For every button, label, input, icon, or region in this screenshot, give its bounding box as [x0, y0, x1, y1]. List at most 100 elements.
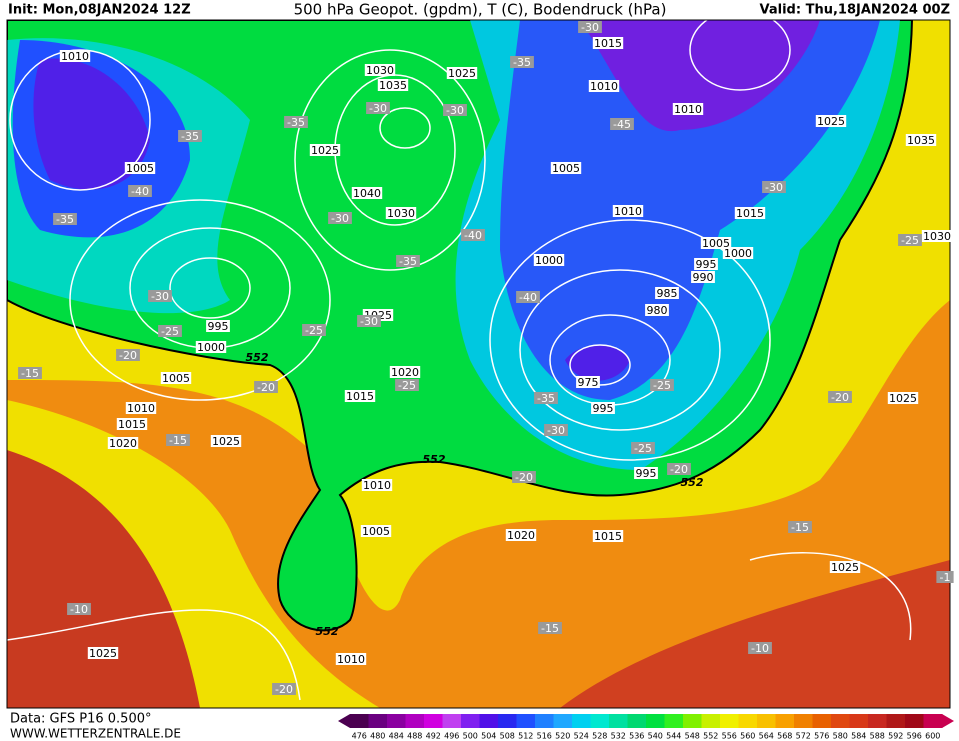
colorbar-arrow	[338, 714, 350, 728]
isobar-label-box	[125, 402, 157, 414]
colorbar-label: 532	[611, 732, 626, 741]
colorbar-label: 588	[870, 732, 885, 741]
isobar-label: 1010	[614, 205, 642, 218]
temperature-label: -35	[513, 56, 531, 69]
isobar-label: 1005	[552, 162, 580, 175]
temperature-label: -15	[21, 367, 39, 380]
isobar-label-box	[446, 67, 478, 79]
isobar-label: 1025	[448, 67, 476, 80]
colorbar-label: 564	[759, 732, 774, 741]
isobar-label: 1020	[507, 529, 535, 542]
colorbar-label: 580	[833, 732, 848, 741]
isobar-label: 1020	[391, 366, 419, 379]
temperature-label: -35	[287, 116, 305, 129]
isobar-label-box	[550, 162, 582, 174]
colorbar-label: 500	[463, 732, 478, 741]
temperature-label-box	[272, 683, 296, 695]
temperature-label: -20	[831, 391, 849, 404]
isobar-label-box	[116, 418, 148, 430]
isobar-label-box	[591, 402, 615, 414]
contour-label: 552	[423, 453, 446, 466]
temperature-label: -30	[547, 424, 565, 437]
temperature-label: -30	[765, 181, 783, 194]
colorbar-label: 544	[666, 732, 681, 741]
isobar-label-box	[59, 50, 91, 62]
temperature-label-box	[366, 102, 390, 114]
isobar-label-box	[195, 341, 227, 353]
colorbar-swatch	[868, 714, 887, 728]
isobar-label: 1025	[311, 144, 339, 157]
colorbar-label: 484	[389, 732, 404, 741]
colorbar-label: 600	[925, 732, 940, 741]
temperature-label: -25	[305, 324, 323, 337]
isobar-label: 1000	[197, 341, 225, 354]
colorbar-label: 540	[648, 732, 663, 741]
temperature-label: -10	[70, 603, 88, 616]
colorbar-swatch	[738, 714, 758, 728]
temperature-label-box	[166, 434, 190, 446]
colorbar-label: 592	[888, 732, 903, 741]
colorbar-label: 568	[777, 732, 792, 741]
isobar-label-box	[361, 479, 393, 491]
temperature-label: -15	[169, 434, 187, 447]
colorbar-swatch	[627, 714, 647, 728]
init-time: Init: Mon,08JAN2024 12Z	[8, 3, 191, 18]
temperature-label-box	[178, 130, 202, 142]
isobar-label-box	[351, 187, 383, 199]
isobar-label: 1035	[907, 134, 935, 147]
isobar-label-box	[905, 134, 937, 146]
website: WWW.WETTERZENTRALE.DE	[10, 727, 181, 741]
temperature-label: -40	[131, 185, 149, 198]
isobar-label-box	[210, 435, 242, 447]
isobar-label-box	[887, 392, 919, 404]
isobar-label-box	[921, 230, 953, 242]
isobar-label: 1005	[162, 372, 190, 385]
temperature-label-box	[762, 181, 786, 193]
colorbar-swatch	[405, 714, 425, 728]
temperature-label: -15	[541, 622, 559, 635]
isobar-label: 1025	[817, 115, 845, 128]
isobar-label: 1025	[831, 561, 859, 574]
isobar-label-box	[655, 287, 679, 299]
colorbar-label: 536	[629, 732, 644, 741]
temperature-label: -30	[360, 315, 378, 328]
isobar-label: 1010	[61, 50, 89, 63]
field-purple	[580, 20, 820, 132]
isobar-label: 1010	[590, 80, 618, 93]
temperature-label: -30	[446, 104, 464, 117]
isobar-label: 1040	[353, 187, 381, 200]
temperature-label: -45	[613, 118, 631, 131]
isobar-label-box	[364, 64, 396, 76]
map-title: 500 hPa Geopot. (gpdm), T (C), Bodendruc…	[294, 1, 667, 19]
isobar-label-box	[645, 304, 669, 316]
colorbar-swatch	[849, 714, 869, 728]
temperature-label: -30	[151, 290, 169, 303]
colorbar-label: 596	[907, 732, 922, 741]
temperature-label-box	[158, 325, 182, 337]
isobar-label-box	[694, 258, 718, 270]
isobar-label-box	[592, 530, 624, 542]
temperature-label: -35	[537, 392, 555, 405]
temperature-label: -20	[257, 381, 275, 394]
colorbar-label: 528	[592, 732, 607, 741]
colorbar-swatch	[886, 714, 906, 728]
field-blue	[500, 20, 880, 400]
temperature-label-box	[302, 324, 326, 336]
temperature-label-box	[53, 213, 77, 225]
isobar-label: 975	[578, 376, 599, 389]
isobar-label-box	[389, 366, 421, 378]
isobar-label-box	[87, 647, 119, 659]
colorbar-swatch	[664, 714, 684, 728]
field-red	[7, 450, 200, 708]
colorbar-label: 504	[481, 732, 496, 741]
isobar-label-box	[335, 653, 367, 665]
field-purple	[33, 58, 150, 190]
colorbar-label: 560	[740, 732, 755, 741]
isobar-label: 1005	[702, 237, 730, 250]
temperature-label: -15	[791, 521, 809, 534]
colorbar-swatch	[775, 714, 795, 728]
isobar-label-box	[377, 79, 409, 91]
map-labels: 1010100510301035102510251040103099510001…	[18, 21, 954, 696]
isobar-label-box	[815, 115, 847, 127]
